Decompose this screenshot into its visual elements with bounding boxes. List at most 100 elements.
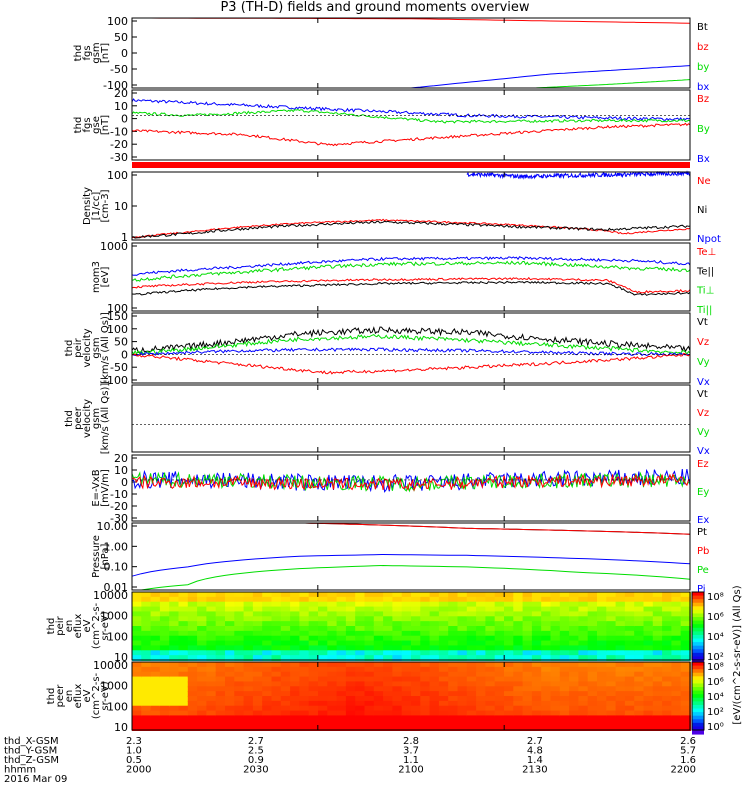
spectrum-cell (364, 671, 375, 678)
spectrum-cell (308, 700, 319, 707)
spectrum-cell (150, 666, 161, 673)
spectrum-cell (364, 611, 375, 618)
spectrum-cell (513, 691, 524, 697)
spectrum-cell (429, 606, 440, 613)
spectrum-cell (662, 686, 673, 693)
spectrum-cell (680, 681, 691, 688)
spectrum-cell (522, 635, 533, 642)
spectrum-cell (234, 710, 245, 717)
spectrum-cell (634, 635, 645, 642)
spectrum-cell (652, 655, 664, 661)
spectrum-cell (662, 681, 673, 688)
spectrum-cell (252, 596, 264, 603)
spectrum-cell (541, 621, 552, 627)
spectrum-cell (262, 666, 273, 673)
spectrum-cell (206, 696, 217, 702)
spectrum-cell (494, 681, 505, 688)
xaxis-value: 2030 (243, 765, 268, 776)
spectrum-cell (318, 715, 329, 722)
spectrum-cell (513, 611, 524, 618)
spectrum-cell (373, 715, 385, 722)
spectrum-cell (225, 710, 236, 717)
spectrum-cell (597, 676, 608, 683)
spectrum-cell (448, 655, 459, 661)
spectrum-cell (262, 691, 273, 697)
spectrum-cell (671, 705, 682, 712)
spectrum-cell (504, 700, 515, 707)
panel-frame (131, 384, 691, 453)
spectrum-cell (206, 601, 217, 608)
spectrum-cell (401, 715, 412, 722)
spectrum-cell (215, 640, 226, 647)
spectrum-cell (169, 715, 180, 722)
spectrum-cell (178, 606, 189, 613)
spectrum-cell (634, 700, 645, 707)
spectrum-cell (680, 676, 691, 683)
xaxis-value: 2100 (398, 765, 423, 776)
spectrum-cell (243, 592, 254, 598)
spectrum-cell (132, 671, 143, 678)
spectrum-cell (485, 601, 496, 608)
spectrum-cell (559, 645, 571, 652)
spectrum-cell (327, 705, 338, 712)
xaxis-row-label: thd_Y-GSM (4, 746, 57, 757)
spectrum-cell (234, 606, 245, 613)
spectrum-cell (531, 666, 543, 673)
spectrum-cell (662, 621, 673, 627)
spectrum-cell (634, 630, 645, 637)
spectrum-cell (522, 686, 533, 693)
spectrum-cell (383, 635, 394, 642)
spectrum-cell (448, 611, 459, 618)
spectrum-cell (494, 592, 505, 598)
spectrum-cell (634, 626, 645, 632)
spectrum-cell (662, 596, 673, 603)
spectrum-cell (680, 635, 691, 642)
spectrum-cell (234, 681, 245, 688)
spectrum-cell (550, 705, 561, 712)
spectrum-cell (597, 650, 608, 657)
spectrum-cell (522, 626, 533, 632)
spectrum-cell (550, 606, 561, 613)
spectrum-cell (392, 621, 403, 627)
spectrum-cell (383, 705, 394, 712)
spectrum-cell (280, 686, 292, 693)
spectrum-cell (578, 686, 589, 693)
panel-frame (131, 591, 691, 661)
spectrum-cell (252, 676, 264, 683)
spectrum-cell (215, 635, 226, 642)
spectrum-cell (215, 691, 226, 697)
spectrum-cell (345, 666, 357, 673)
spectrum-cell (262, 601, 273, 608)
spectrum-cell (364, 662, 375, 668)
spectrum-cell (662, 696, 673, 702)
spectrum-cell (150, 696, 161, 702)
spectrum-cell (652, 606, 664, 613)
spectrum-cell (252, 606, 264, 613)
spectrum-cell (504, 666, 515, 673)
spectrum-cell (345, 626, 357, 632)
spectrum-cell (448, 596, 459, 603)
spectrum-cell (318, 592, 329, 598)
spectrum-cell (355, 655, 366, 661)
spectrum-cell (280, 606, 292, 613)
colorbar-cell (692, 722, 704, 728)
spectrum-cell (438, 645, 450, 652)
spectrum-cell (243, 715, 254, 722)
spectrum-cell (597, 696, 608, 702)
spectrum-cell (597, 640, 608, 647)
ylabel-line: peir (55, 615, 66, 635)
ytick-label: 0.01 (104, 581, 129, 594)
ytick-label: -30 (110, 512, 128, 525)
spectrum-cell (392, 700, 403, 707)
ylabel-line: velocity (82, 328, 93, 367)
spectrum-cell (494, 720, 505, 727)
spectrum-cell (624, 725, 636, 731)
spectrum-cell (578, 650, 589, 657)
spectrum-cell (438, 676, 450, 683)
spectrum-cell (476, 626, 487, 632)
spectrum-cell (252, 710, 264, 717)
spectrum-cell (569, 635, 580, 642)
spectrum-cell (159, 635, 171, 642)
spectrum-cell (522, 616, 533, 623)
